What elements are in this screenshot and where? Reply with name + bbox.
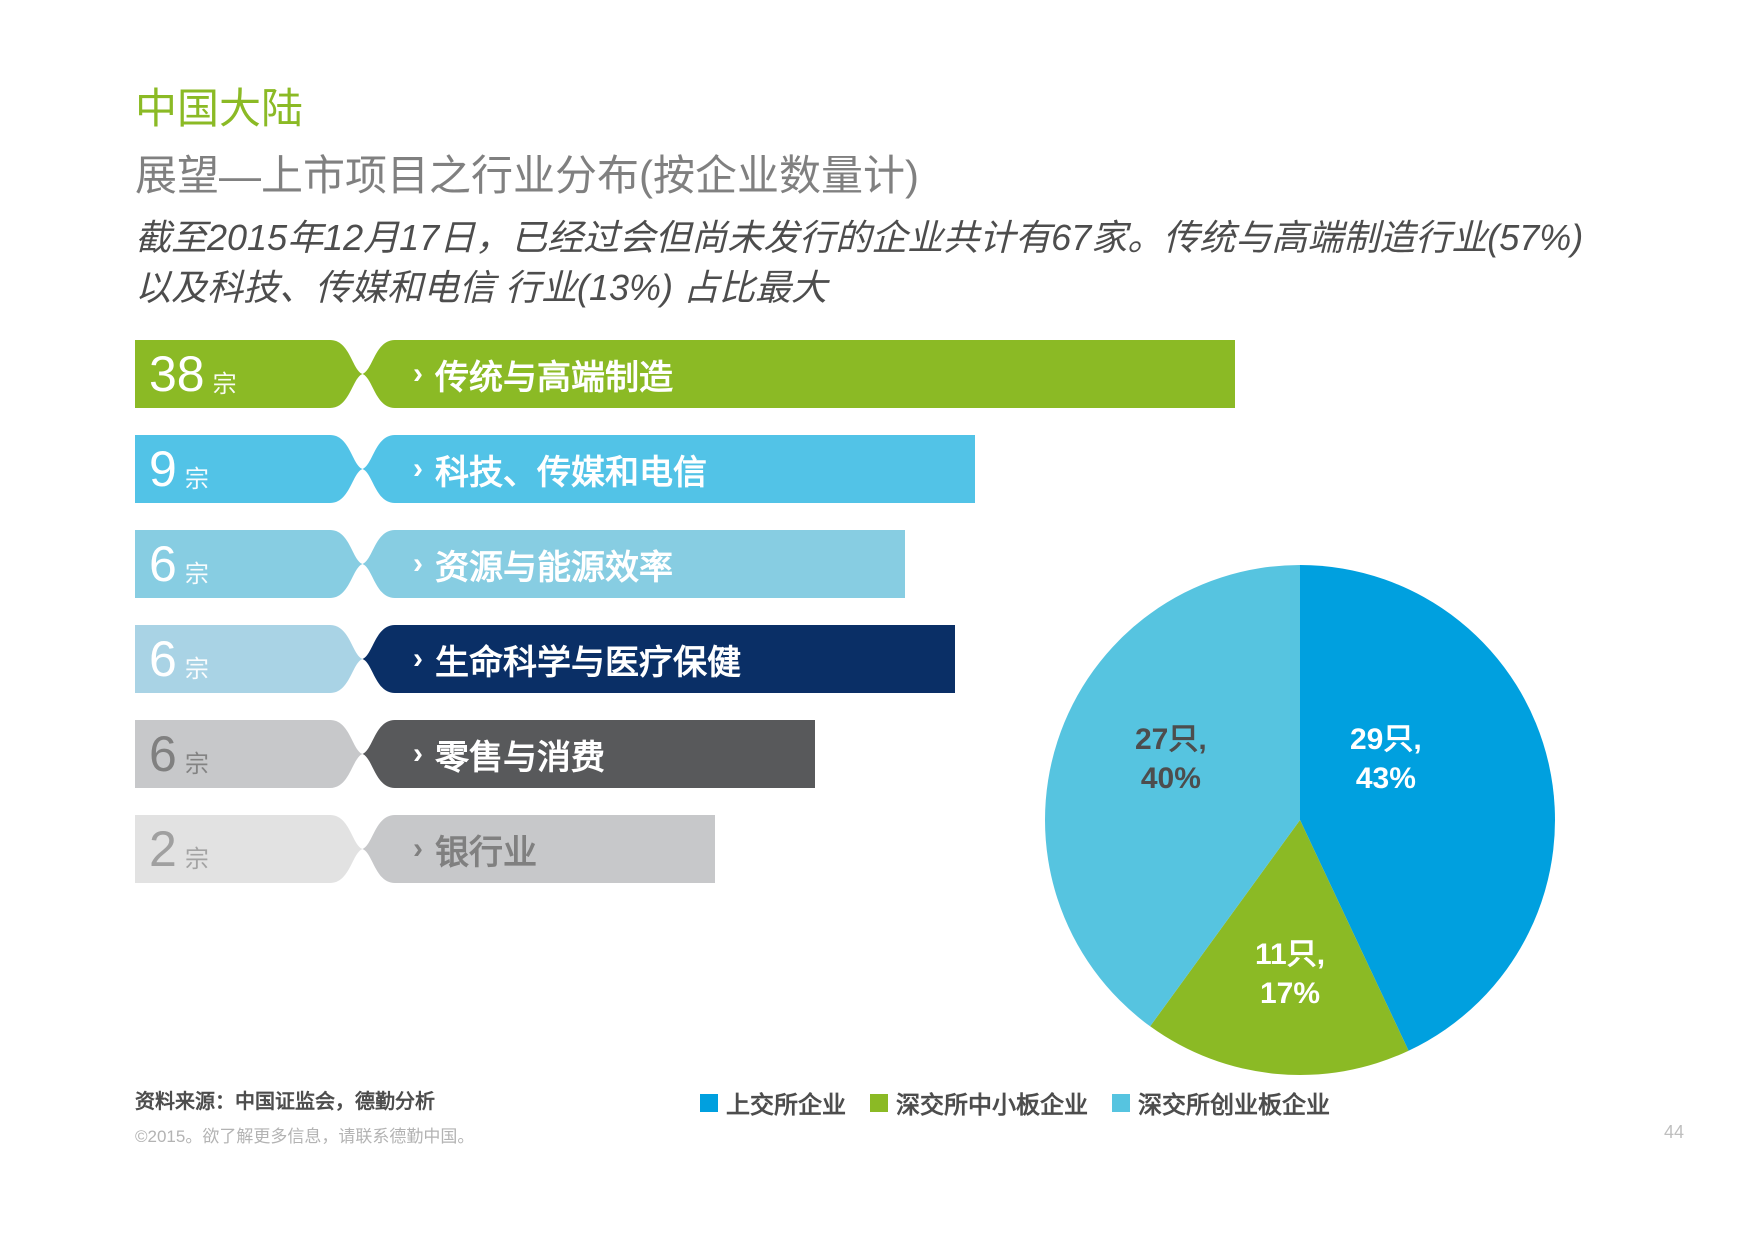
bar-count-unit: 宗 [213, 350, 237, 399]
region-title: 中国大陆 [135, 75, 1615, 136]
pie-slice-pct: 43% [1350, 759, 1422, 798]
pie-slice-label: 29只,43% [1350, 720, 1422, 798]
bar-count-number: 38 [149, 340, 205, 408]
bar-pinch-icon [330, 530, 395, 598]
pie-slice-pct: 17% [1255, 974, 1325, 1013]
pie-slice-count: 29只, [1350, 720, 1422, 759]
bar-count: 9宗 [135, 435, 330, 503]
bar-row: 6宗 › 零售与消费 [135, 720, 1135, 800]
legend-swatch [870, 1094, 888, 1112]
pie-slice-count: 27只, [1135, 720, 1207, 759]
bar-label: › 科技、传媒和电信 [395, 435, 975, 503]
bar-row: 38宗 › 传统与高端制造 [135, 340, 1135, 420]
legend-item: 上交所企业 [700, 1085, 846, 1120]
chevron-right-icon: › [413, 547, 423, 581]
bar-label: › 银行业 [395, 815, 715, 883]
bar-count: 2宗 [135, 815, 330, 883]
bar-label-text: 传统与高端制造 [435, 350, 673, 399]
bar-count-unit: 宗 [185, 540, 209, 589]
chevron-right-icon: › [413, 737, 423, 771]
bar-pinch-icon [330, 435, 395, 503]
bar-count-unit: 宗 [185, 635, 209, 684]
pie-slice-pct: 40% [1135, 759, 1207, 798]
bar-row: 6宗 › 生命科学与医疗保健 [135, 625, 1135, 705]
bar-count-number: 2 [149, 815, 177, 883]
bar-row: 9宗 › 科技、传媒和电信 [135, 435, 1135, 515]
header-block: 中国大陆 展望—上市项目之行业分布(按企业数量计) 截至2015年12月17日，… [135, 75, 1615, 314]
bar-count: 38宗 [135, 340, 330, 408]
copyright-text: ©2015。欲了解更多信息，请联系德勤中国。 [135, 1122, 474, 1147]
bar-count: 6宗 [135, 530, 330, 598]
bar-label: › 零售与消费 [395, 720, 815, 788]
bar-pinch-icon [330, 815, 395, 883]
bar-label-text: 零售与消费 [435, 730, 605, 779]
legend-swatch [700, 1094, 718, 1112]
chevron-right-icon: › [413, 642, 423, 676]
bar-label-text: 资源与能源效率 [435, 540, 673, 589]
pie-legend: 上交所企业 深交所中小板企业 深交所创业板企业 [700, 1085, 1330, 1120]
bar-pinch-icon [330, 340, 395, 408]
page-number: 44 [1664, 1122, 1684, 1143]
bar-row: 2宗 › 银行业 [135, 815, 1135, 895]
bar-count-number: 9 [149, 435, 177, 503]
bar-label-text: 银行业 [435, 825, 537, 874]
chevron-right-icon: › [413, 357, 423, 391]
description: 截至2015年12月17日，已经过会但尚未发行的企业共计有67家。传统与高端制造… [135, 213, 1615, 314]
bar-label: › 资源与能源效率 [395, 530, 905, 598]
pie-slice-label: 27只,40% [1135, 720, 1207, 798]
bar-count: 6宗 [135, 625, 330, 693]
pie-slice-count: 11只, [1255, 935, 1325, 974]
pie-chart: 29只,43% 11只,17% 27只,40% [1030, 550, 1570, 1090]
bar-label-text: 科技、传媒和电信 [435, 445, 707, 494]
legend-text: 深交所创业板企业 [1138, 1085, 1330, 1120]
bar-label-text: 生命科学与医疗保健 [435, 635, 741, 684]
industry-bars: 38宗›传统与高端制造9宗›科技、传媒和电信6宗›资源与能源效率6宗›生命科学与… [135, 340, 1135, 910]
chevron-right-icon: › [413, 832, 423, 866]
bar-label: › 生命科学与医疗保健 [395, 625, 955, 693]
bar-count-unit: 宗 [185, 825, 209, 874]
bar-row: 6宗 › 资源与能源效率 [135, 530, 1135, 610]
bar-count-number: 6 [149, 530, 177, 598]
bar-count-unit: 宗 [185, 445, 209, 494]
bar-count: 6宗 [135, 720, 330, 788]
pie-slice-label: 11只,17% [1255, 935, 1325, 1013]
bar-pinch-icon [330, 625, 395, 693]
chevron-right-icon: › [413, 452, 423, 486]
bar-count-number: 6 [149, 625, 177, 693]
legend-text: 深交所中小板企业 [896, 1085, 1088, 1120]
legend-item: 深交所中小板企业 [870, 1085, 1088, 1120]
bar-pinch-icon [330, 720, 395, 788]
bar-count-number: 6 [149, 720, 177, 788]
legend-text: 上交所企业 [726, 1085, 846, 1120]
bar-label: › 传统与高端制造 [395, 340, 1235, 408]
legend-swatch [1112, 1094, 1130, 1112]
bar-count-unit: 宗 [185, 730, 209, 779]
subtitle: 展望—上市项目之行业分布(按企业数量计) [135, 142, 1615, 203]
legend-item: 深交所创业板企业 [1112, 1085, 1330, 1120]
source-text: 资料来源：中国证监会，德勤分析 [135, 1085, 435, 1114]
